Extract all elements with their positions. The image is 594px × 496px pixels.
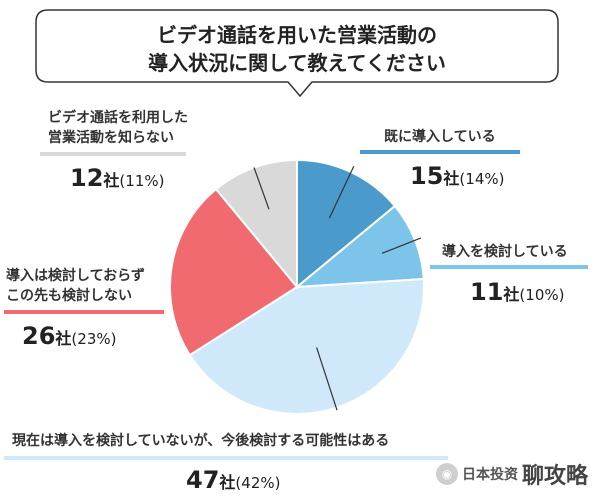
count-unaware-percent: (11%) xyxy=(119,172,165,190)
pie-chart xyxy=(169,158,425,415)
count-not-considering: 26社(23%) xyxy=(22,322,116,350)
wechat-logo-icon: ◉ xyxy=(435,463,458,485)
count-not-considering-number: 26 xyxy=(22,322,56,350)
count-future-unit: 社 xyxy=(219,473,236,492)
label-future-text: 現在は導入を検討していないが、今後検討する可能性はある xyxy=(12,433,390,449)
count-introduced-number: 15 xyxy=(410,162,444,190)
pie-slice-not-considering xyxy=(169,187,299,357)
count-introduced-unit: 社 xyxy=(443,169,460,188)
chart-title-line1: ビデオ通話を用いた営業活動の xyxy=(157,23,437,47)
count-future: 47社(42%) xyxy=(186,466,280,494)
leader-line-introduced xyxy=(328,166,355,219)
count-considering-number: 11 xyxy=(470,278,504,306)
count-considering-percent: (10%) xyxy=(519,286,565,304)
underline-considering xyxy=(430,265,588,269)
count-future-number: 47 xyxy=(186,466,220,494)
label-introduced-text: 既に導入している xyxy=(384,129,496,145)
leader-line-unaware xyxy=(253,167,270,210)
count-considering-unit: 社 xyxy=(503,285,520,304)
underline-not-considering xyxy=(4,310,164,314)
watermark-small-text: 日本投资 xyxy=(461,467,518,483)
chart-title-line2: 導入状況に関して教えてください xyxy=(148,51,446,75)
label-unaware-line1: ビデオ通話を利用した xyxy=(48,110,188,126)
label-considering: 導入を検討している xyxy=(442,242,568,262)
count-unaware: 12社(11%) xyxy=(70,164,164,192)
label-considering-text: 導入を検討している xyxy=(442,244,568,260)
underline-unaware xyxy=(40,152,186,156)
watermark-big-text: 聊攻略 xyxy=(521,464,588,489)
count-unaware-unit: 社 xyxy=(103,171,120,190)
label-future: 現在は導入を検討していないが、今後検討する可能性はある xyxy=(12,431,389,451)
leader-line-future xyxy=(316,347,338,411)
watermark: ◉ 日本投资 聊攻略 xyxy=(435,458,588,490)
label-unaware-line2: 営業活動を知らない xyxy=(48,130,174,146)
count-not-considering-unit: 社 xyxy=(55,329,72,348)
count-introduced-percent: (14%) xyxy=(459,170,505,188)
underline-introduced xyxy=(360,150,520,154)
underline-future xyxy=(4,456,448,460)
label-not-considering: 導入は検討しておらず この先も検討しない xyxy=(6,266,145,306)
count-unaware-number: 12 xyxy=(70,164,104,192)
title-speech-bubble xyxy=(35,9,559,98)
label-unaware: ビデオ通話を利用した 営業活動を知らない xyxy=(48,108,188,148)
label-not-considering-line2: この先も検討しない xyxy=(6,288,132,304)
label-not-considering-line1: 導入は検討しておらず xyxy=(6,268,145,284)
count-considering: 11社(10%) xyxy=(470,278,564,306)
label-introduced: 既に導入している xyxy=(384,127,496,147)
count-not-considering-percent: (23%) xyxy=(71,330,117,348)
count-future-percent: (42%) xyxy=(235,474,281,492)
count-introduced: 15社(14%) xyxy=(410,162,504,190)
leader-line-considering xyxy=(381,237,422,254)
